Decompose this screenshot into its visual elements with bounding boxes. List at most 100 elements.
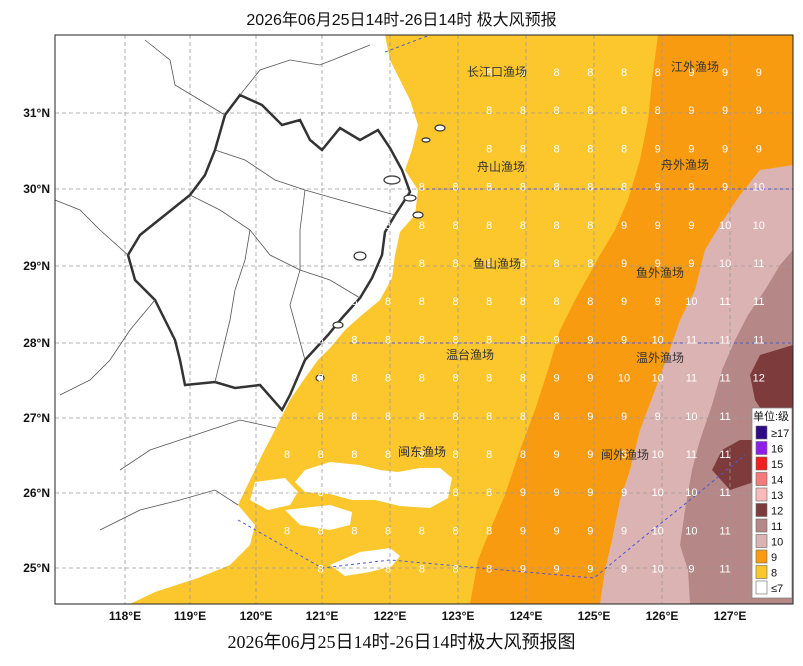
legend-swatch — [755, 425, 768, 440]
fishing-ground-label: 长江口渔场 — [467, 65, 527, 79]
grid-value: 8 — [318, 334, 324, 346]
grid-value: 11 — [719, 449, 730, 461]
grid-value: 9 — [554, 449, 560, 461]
legend-swatch — [755, 441, 768, 455]
grid-value: 10 — [652, 487, 664, 499]
grid-value: 9 — [688, 258, 694, 270]
grid-value: 8 — [554, 411, 560, 423]
low-wind-patch-2 — [250, 478, 298, 510]
grid-value: 8 — [520, 449, 526, 461]
grid-value: 8 — [284, 373, 290, 385]
grid-value: 8 — [419, 449, 425, 461]
lat-label: 31°N — [23, 106, 50, 120]
legend-swatch — [755, 487, 768, 502]
lon-label: 125°E — [578, 609, 611, 623]
grid-value: 8 — [486, 182, 492, 194]
lon-label: 127°E — [714, 609, 747, 623]
map-caption: 2026年06月25日14时-26日14时极大风预报图 — [227, 632, 576, 652]
grid-value: 9 — [655, 220, 661, 232]
legend-swatch — [755, 503, 768, 517]
grid-value: 8 — [318, 296, 324, 308]
grid-value: 8 — [318, 525, 324, 537]
grid-value: 8 — [486, 258, 492, 270]
grid-value: 9 — [554, 373, 560, 385]
islands — [315, 124, 446, 382]
grid-value: 10 — [652, 373, 664, 385]
grid-value: 9 — [587, 373, 593, 385]
grid-value: 9 — [621, 296, 627, 308]
grid-value: 8 — [520, 373, 526, 385]
grid-value: 8 — [419, 411, 425, 423]
grid-value: 8 — [554, 296, 560, 308]
grid-value: 8 — [452, 487, 458, 499]
grid-value: 8 — [520, 143, 526, 155]
grid-value: 11 — [719, 525, 730, 537]
grid-value: 10 — [719, 258, 731, 270]
grid-value: 11 — [686, 334, 697, 346]
lat-label: 25°N — [23, 561, 50, 575]
legend-label: 12 — [771, 506, 783, 518]
grid-value: 8 — [351, 334, 357, 346]
lat-label: 28°N — [23, 336, 50, 350]
grid-value: 10 — [652, 564, 664, 576]
grid-value: 9 — [554, 525, 560, 537]
grid-value: 8 — [284, 525, 290, 537]
fishing-ground-label: 舟外渔场 — [661, 158, 709, 172]
grid-value: 8 — [655, 105, 661, 117]
grid-value: 10 — [753, 220, 765, 232]
grid-value: 8 — [419, 258, 425, 270]
grid-value: 9 — [722, 67, 728, 79]
grid-value: 8 — [318, 373, 324, 385]
grid-value: 9 — [621, 487, 627, 499]
grid-value: 8 — [520, 411, 526, 423]
graticule — [55, 35, 793, 604]
grid-value: 9 — [688, 182, 694, 194]
grid-value: 8 — [621, 67, 627, 79]
grid-value: 11 — [753, 258, 764, 270]
grid-value: 8 — [385, 449, 391, 461]
grid-value: 10 — [618, 373, 630, 385]
grid-value: 8 — [452, 258, 458, 270]
grid-value: 8 — [452, 449, 458, 461]
grid-value: 9 — [655, 411, 661, 423]
grid-value: 9 — [688, 67, 694, 79]
wind-grid-values: 8 8 8 8 8 8 9 9 9 8 8 8 8 8 8 9 9 9 8 8 8 8 8 9 9 9 9 8 8 8 8 8 8 8 9 9 9 10 8… — [284, 67, 765, 576]
grid-value: 9 — [621, 334, 627, 346]
grid-value: 10 — [685, 487, 697, 499]
fishing-ground-label: 鱼外渔场 — [636, 266, 684, 280]
grid-value: 10 — [652, 525, 664, 537]
grid-value: 8 — [385, 220, 391, 232]
legend-label: 10 — [771, 537, 783, 549]
grid-value: 9 — [688, 143, 694, 155]
grid-value: 8 — [520, 334, 526, 346]
fishing-ground-label: 温外渔场 — [636, 351, 684, 365]
grid-value: 9 — [587, 564, 593, 576]
grid-value: 9 — [688, 105, 694, 117]
grid-value: 8 — [452, 182, 458, 194]
grid-value: 9 — [688, 564, 694, 576]
grid-value: 8 — [351, 525, 357, 537]
grid-value: 9 — [756, 143, 762, 155]
grid-value: 8 — [351, 373, 357, 385]
grid-value: 8 — [419, 334, 425, 346]
grid-value: 8 — [419, 220, 425, 232]
grid-value: 11 — [719, 487, 730, 499]
grid-value: 8 — [351, 449, 357, 461]
grid-value: 9 — [520, 487, 526, 499]
grid-value: 8 — [318, 564, 324, 576]
legend-label: 13 — [771, 490, 783, 502]
grid-value: 8 — [486, 296, 492, 308]
grid-value: 10 — [685, 525, 697, 537]
grid-value: 8 — [486, 373, 492, 385]
grid-value: 9 — [587, 487, 593, 499]
grid-value: 8 — [419, 564, 425, 576]
grid-value: 10 — [652, 334, 664, 346]
grid-value: 8 — [587, 258, 593, 270]
legend-swatch — [755, 565, 768, 579]
legend-swatch — [755, 518, 768, 533]
grid-value: 8 — [419, 525, 425, 537]
grid-value: 11 — [753, 334, 764, 346]
grid-value: 9 — [587, 334, 593, 346]
